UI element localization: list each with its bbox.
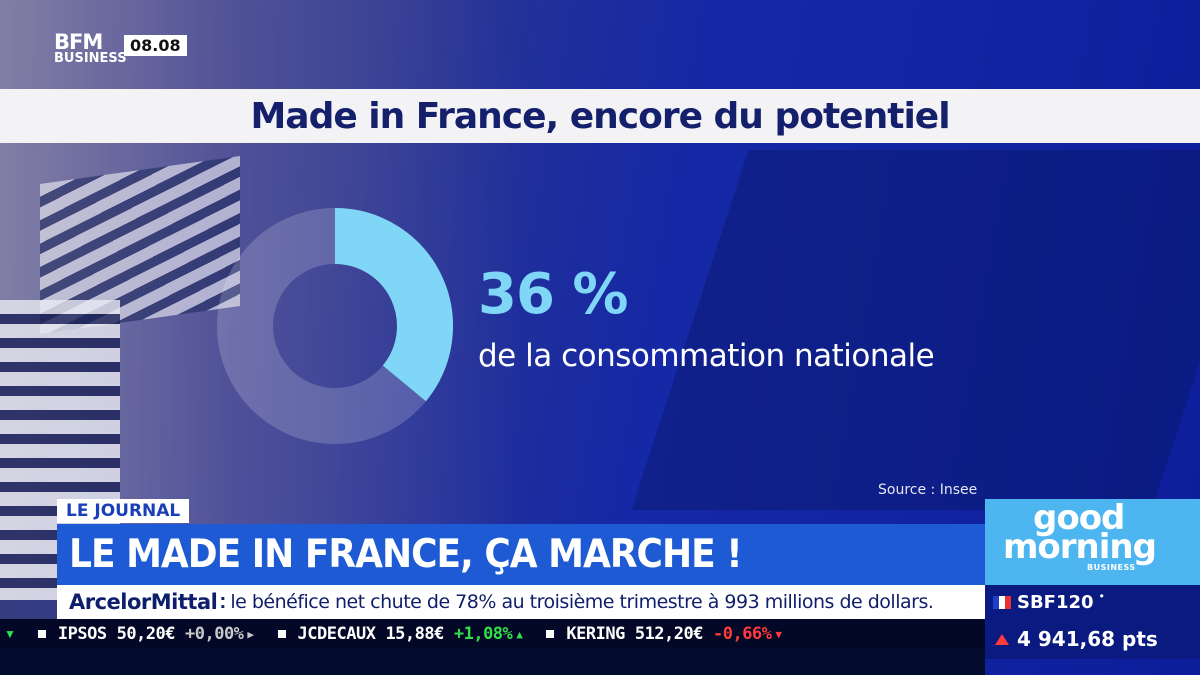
channel-logo: BFM BUSINESS bbox=[54, 32, 127, 66]
news-company: ArcelorMittal bbox=[69, 590, 218, 614]
donut-arc bbox=[333, 208, 453, 402]
stock-bullet-icon bbox=[277, 630, 286, 638]
show-logo-line3: BUSINESS bbox=[1087, 563, 1136, 572]
index-value-box: 4 941,68 pts bbox=[985, 619, 1200, 659]
index-name: SBF120 bbox=[1017, 591, 1094, 613]
show-logo: good morning BUSINESS bbox=[985, 499, 1200, 585]
index-down-icon bbox=[995, 633, 1009, 645]
stock-price: 15,88€ bbox=[385, 624, 444, 644]
ticker-arrow-icon: ▼ bbox=[4, 627, 16, 641]
stock-item: KERING 512,20€ -0,66% ▼ bbox=[546, 624, 782, 644]
stock-bullet-icon bbox=[546, 630, 555, 638]
stock-price: 50,20€ bbox=[116, 624, 176, 644]
stock-item: IPSOS 50,20€ +0,00% ▶ bbox=[37, 624, 254, 644]
news-text: le bénéfice net chute de 78% au troisièm… bbox=[230, 591, 934, 613]
stock-ticker: ▼ IPSOS 50,20€ +0,00% ▶ JCDECAUX 15,88€ +1,08%… bbox=[0, 619, 985, 649]
stock-change: +0,00% bbox=[185, 624, 244, 644]
stock-name: IPSOS bbox=[57, 624, 107, 644]
stock-down-icon: ▼ bbox=[775, 627, 782, 641]
stock-up-icon: ▲ bbox=[516, 627, 523, 641]
stat-label: de la consommation nationale bbox=[478, 338, 935, 374]
news-ticker: ArcelorMittal : le bénéfice net chute de… bbox=[57, 585, 985, 619]
show-logo-line1: good bbox=[1033, 498, 1125, 538]
stock-change: -0,66% bbox=[712, 624, 772, 644]
title-band: Made in France, encore du potentiel bbox=[0, 89, 1200, 143]
headline-bar: LE MADE IN FRANCE, ÇA MARCHE ! bbox=[57, 524, 985, 585]
stock-name: JCDECAUX bbox=[297, 624, 376, 644]
segment-tag: LE JOURNAL bbox=[57, 499, 190, 523]
stock-up-icon: ▶ bbox=[247, 627, 254, 641]
watermark-logo bbox=[631, 150, 1200, 510]
index-box: SBF120 • bbox=[985, 585, 1200, 619]
donut-chart bbox=[217, 208, 453, 444]
stock-price: 512,20€ bbox=[634, 624, 704, 644]
index-marker-icon: • bbox=[1099, 589, 1104, 603]
logo-main: BFM bbox=[54, 30, 103, 54]
stat-value: 36 % bbox=[478, 262, 629, 327]
stock-name: KERING bbox=[566, 624, 625, 644]
stock-item: JCDECAUX 15,88€ +1,08% ▲ bbox=[277, 624, 523, 644]
page-title: Made in France, encore du potentiel bbox=[250, 95, 950, 137]
stock-bullet-icon bbox=[37, 630, 46, 638]
headline-text: LE MADE IN FRANCE, ÇA MARCHE ! bbox=[69, 532, 743, 577]
clock: 08.08 bbox=[124, 35, 187, 56]
show-logo-line2: morning bbox=[1003, 527, 1157, 567]
logo-sub: BUSINESS bbox=[54, 51, 127, 66]
index-value: 4 941,68 pts bbox=[1017, 627, 1158, 651]
news-separator: : bbox=[219, 590, 227, 613]
source-credit: Source : Insee bbox=[878, 482, 978, 498]
france-flag-icon bbox=[993, 595, 1011, 609]
stock-change: +1,08% bbox=[453, 624, 513, 644]
bottom-bar bbox=[0, 649, 985, 675]
